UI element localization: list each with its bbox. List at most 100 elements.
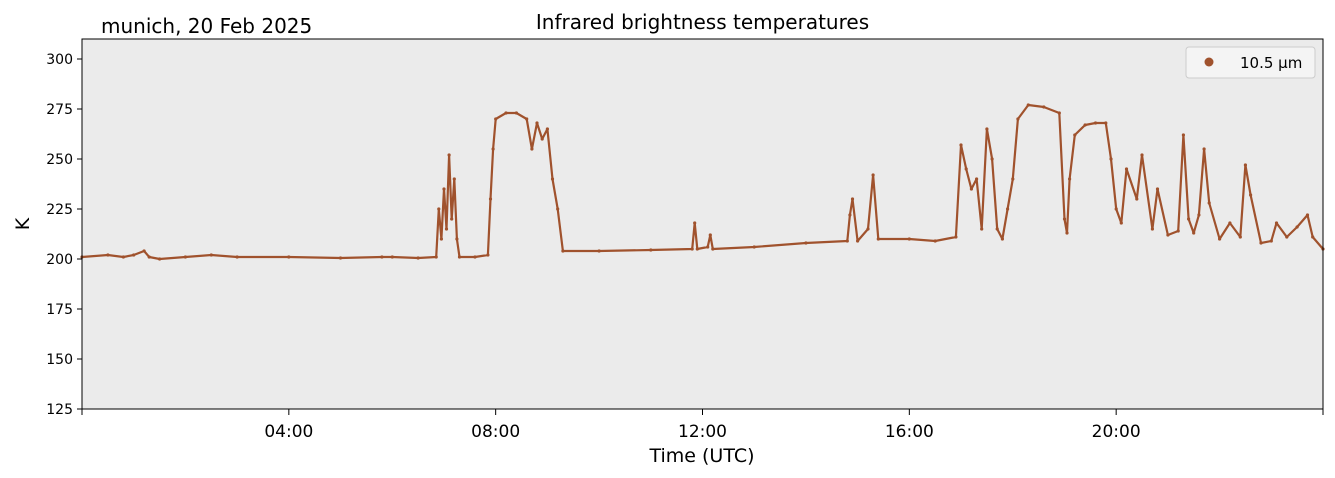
- data-point: [486, 253, 490, 257]
- data-point: [1119, 221, 1123, 225]
- data-point: [209, 253, 213, 257]
- data-point: [158, 257, 162, 261]
- x-tick-label: 08:00: [471, 422, 520, 442]
- data-point: [975, 177, 979, 181]
- data-point: [1042, 105, 1046, 109]
- data-point: [287, 255, 291, 259]
- data-point: [1259, 241, 1263, 245]
- location-date-label: munich, 20 Feb 2025: [101, 14, 313, 38]
- data-point: [1083, 123, 1087, 127]
- data-point: [959, 143, 963, 147]
- data-point: [752, 245, 756, 249]
- data-point: [693, 221, 697, 225]
- data-point: [450, 217, 454, 221]
- data-point: [530, 147, 534, 151]
- data-point: [390, 255, 394, 259]
- data-point: [235, 255, 239, 259]
- data-point: [695, 247, 699, 251]
- data-point: [1285, 235, 1289, 239]
- data-point: [848, 213, 852, 217]
- data-point: [540, 137, 544, 141]
- data-point: [1016, 117, 1020, 121]
- data-point: [1062, 217, 1067, 221]
- data-point: [1140, 153, 1144, 157]
- data-point: [1065, 231, 1069, 235]
- data-point: [1114, 207, 1118, 211]
- data-point: [1068, 177, 1072, 181]
- y-tick-label: 200: [46, 252, 73, 268]
- data-point: [1150, 227, 1154, 231]
- data-point: [473, 255, 477, 259]
- data-point: [1073, 133, 1077, 137]
- data-point: [1207, 201, 1211, 205]
- y-tick-label: 250: [46, 152, 73, 168]
- data-point: [457, 255, 462, 259]
- data-point: [561, 249, 565, 253]
- data-point: [1249, 193, 1253, 197]
- data-point: [491, 147, 495, 151]
- x-axis-label: Time (UTC): [648, 445, 754, 467]
- data-point: [706, 245, 710, 249]
- data-point: [545, 127, 550, 131]
- data-point: [597, 249, 601, 253]
- data-point: [1295, 225, 1299, 229]
- data-point: [525, 117, 529, 121]
- y-tick-label: 225: [46, 202, 73, 218]
- data-point: [933, 239, 937, 243]
- legend-box: [1185, 46, 1316, 79]
- data-point: [856, 239, 860, 243]
- data-point: [1093, 121, 1098, 125]
- data-point: [1026, 103, 1030, 107]
- data-point: [488, 197, 493, 201]
- data-point: [439, 237, 443, 241]
- x-tick-label: 04:00: [264, 422, 313, 442]
- data-point: [907, 237, 911, 241]
- data-point: [132, 253, 136, 257]
- data-point: [447, 153, 451, 157]
- data-point: [142, 249, 146, 253]
- data-point: [876, 237, 880, 241]
- data-point: [1057, 111, 1061, 115]
- data-point: [995, 227, 999, 231]
- data-point: [455, 237, 459, 241]
- data-point: [121, 255, 125, 259]
- data-point: [550, 177, 555, 181]
- data-point: [535, 121, 539, 125]
- data-point: [1104, 121, 1108, 125]
- data-point: [1243, 163, 1247, 167]
- data-point: [990, 157, 994, 161]
- data-point: [380, 255, 384, 259]
- data-point: [183, 255, 187, 259]
- data-point: [1192, 231, 1196, 235]
- legend: 10.5 µm: [1185, 46, 1316, 79]
- chart-title: Infrared brightness temperatures: [535, 10, 870, 34]
- data-point: [1176, 229, 1180, 233]
- data-point: [1109, 157, 1113, 161]
- y-axis: 125 150 175 200 225 250 275 300: [46, 52, 82, 418]
- data-point: [708, 233, 712, 237]
- data-point: [442, 187, 446, 191]
- data-point: [494, 117, 498, 121]
- data-point: [871, 173, 875, 177]
- x-axis: 04:00 08:00 12:00 16:00 20:00: [81, 409, 1324, 442]
- data-point: [954, 235, 958, 239]
- data-point: [969, 187, 974, 191]
- data-point: [1187, 217, 1191, 221]
- data-point: [556, 207, 560, 211]
- y-tick-label: 300: [46, 52, 73, 68]
- data-point: [514, 111, 519, 115]
- data-point: [964, 167, 968, 171]
- data-point: [649, 248, 653, 252]
- data-point: [711, 247, 715, 251]
- data-point: [1006, 207, 1010, 211]
- data-point: [1218, 237, 1222, 241]
- data-point: [1135, 197, 1139, 201]
- data-point: [1000, 237, 1005, 241]
- data-point: [1269, 239, 1273, 243]
- data-point: [1011, 177, 1015, 181]
- data-point: [1311, 235, 1315, 239]
- x-tick-label: 16:00: [885, 422, 934, 442]
- data-point: [147, 255, 151, 259]
- data-point: [437, 207, 441, 211]
